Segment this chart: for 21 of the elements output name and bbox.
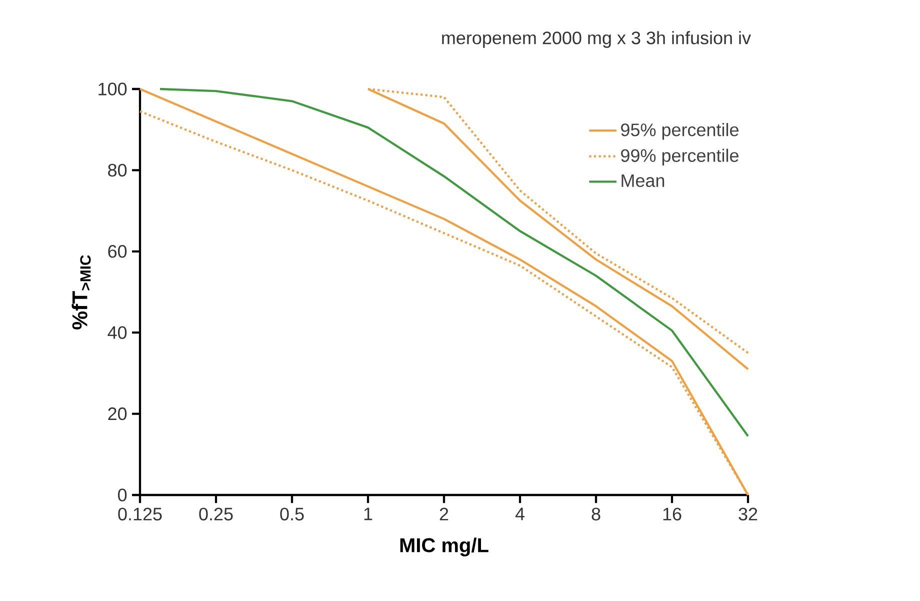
x-tick-label: 16 bbox=[663, 508, 682, 520]
x-tick-label: 0.5 bbox=[280, 508, 304, 520]
x-tick-label: 0.25 bbox=[199, 508, 233, 520]
legend-label: Mean bbox=[622, 174, 664, 187]
legend-label: 99% percentile bbox=[621, 148, 738, 166]
y-tick-label: 60 bbox=[108, 245, 127, 258]
y-tick-label: 80 bbox=[108, 164, 127, 177]
x-tick-label: 1 bbox=[364, 508, 372, 520]
legend-label: 95% percentile bbox=[621, 123, 738, 140]
y-axis-title: %fT$_{>MIC}$ bbox=[72, 255, 91, 330]
y-tick-label: 40 bbox=[108, 326, 127, 339]
x-tick-label: 4 bbox=[515, 508, 524, 520]
chart-title: meropenem 2000 mg x 3 3h infusion iv bbox=[442, 31, 751, 48]
x-tick-label: 32 bbox=[738, 508, 758, 520]
y-tick-label: 20 bbox=[108, 407, 127, 420]
x-tick-label: 2 bbox=[440, 508, 448, 520]
y-tick-label: 100 bbox=[98, 82, 127, 96]
x-tick-label: 0.125 bbox=[118, 508, 162, 520]
x-axis-title: MIC mg/L bbox=[400, 538, 488, 556]
y-tick-label: 0 bbox=[118, 488, 127, 502]
x-tick-label: 8 bbox=[592, 508, 600, 520]
